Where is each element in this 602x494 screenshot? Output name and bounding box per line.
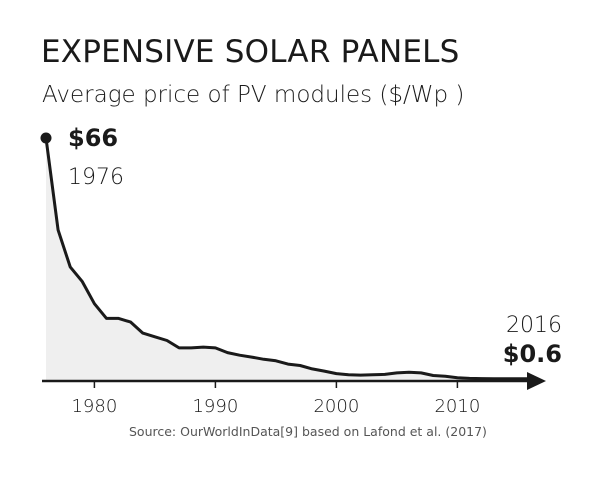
x-tick-label-2000: 2000: [313, 396, 359, 417]
x-tick-label-1980: 1980: [71, 396, 117, 417]
chart-title: EXPENSIVE SOLAR PANELS: [41, 34, 460, 70]
start-year-label: 1976: [68, 165, 124, 190]
x-tick-label-2010: 2010: [434, 396, 480, 417]
x-tick-label-1990: 1990: [192, 396, 238, 417]
x-axis-arrow: [527, 372, 546, 390]
source-note: Source: OurWorldInData[9] based on Lafon…: [129, 424, 487, 439]
price-line: [44, 136, 532, 381]
start-point-marker: [40, 132, 52, 144]
chart-subtitle: Average price of PV modules ($/Wp ): [42, 82, 465, 108]
area-fill: [46, 138, 530, 381]
end-value-label: $0.6: [503, 340, 562, 368]
start-value-label: $66: [68, 124, 118, 152]
end-year-label: 2016: [506, 313, 562, 338]
